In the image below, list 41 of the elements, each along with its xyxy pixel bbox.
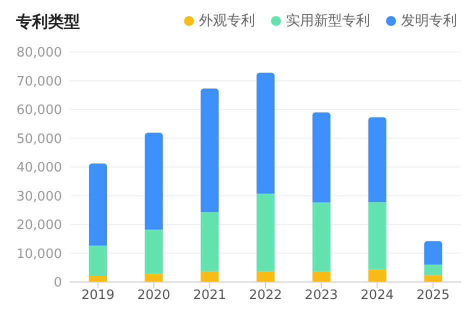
bar [312,272,330,282]
bar [200,212,219,272]
bar [256,194,275,272]
x-tick-label: 2020 [137,288,170,304]
x-tick-label: 2023 [304,288,338,304]
legend-label: 实用新型专利 [286,12,370,30]
x-tick-label: 2025 [416,288,450,304]
bar [89,164,107,246]
y-tick-label: 80,000 [16,46,62,61]
chart-title: 专利类型 [16,12,80,33]
bar [144,132,163,230]
x-tick-label: 2022 [248,288,282,304]
y-tick-label: 60,000 [16,103,62,118]
bar [256,271,275,282]
y-tick-label: 10,000 [16,246,62,262]
bar [424,264,442,276]
bar [89,245,107,276]
legend-label: 外观专利 [199,12,255,30]
y-tick-label: 70,000 [16,74,62,90]
bar [368,202,386,270]
bar [200,271,219,282]
bar [368,269,386,282]
y-tick-label: 20,000 [16,218,62,234]
y-tick-label: 50,000 [16,132,62,147]
x-tick-label: 2019 [81,288,114,304]
legend-label: 发明专利 [401,12,457,30]
bar [424,275,442,282]
y-tick-label: 40,000 [16,160,62,176]
y-tick-label: 0 [54,276,62,291]
bar [424,241,442,264]
bar [200,88,219,212]
bar [312,112,330,202]
bar [368,117,386,202]
x-tick-label: 2021 [193,288,226,304]
bar [144,230,163,274]
bar [256,72,275,194]
bar [89,276,107,282]
y-tick-label: 30,000 [16,189,62,204]
bar [312,202,330,272]
x-tick-label: 2024 [360,288,394,304]
bar [144,274,163,282]
